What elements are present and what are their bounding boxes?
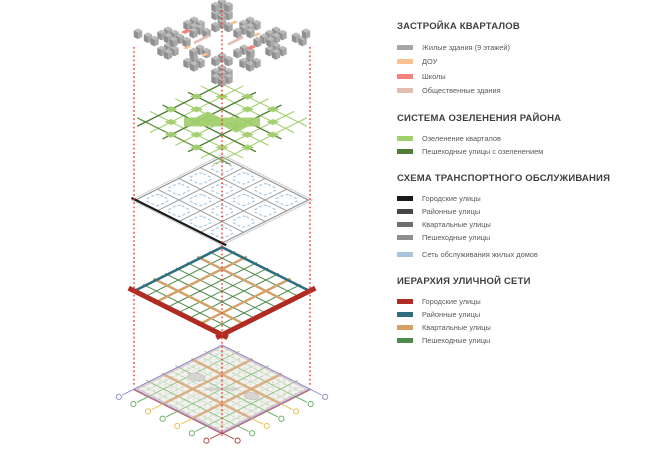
legend-item: Квартальные улицы — [397, 321, 649, 334]
layer-greening — [129, 75, 316, 168]
kindergarten-buildings — [183, 20, 261, 57]
legend-item-label: Пешеходные улицы — [422, 335, 491, 345]
legend-item-label: Пешеходные улицы — [422, 232, 491, 242]
legend-swatch — [397, 136, 413, 141]
legend-item: Озеленение кварталов — [397, 132, 649, 145]
legend-section-street-hierarchy: ИЕРАРХИЯ УЛИЧНОЙ СЕТИ Городские улицы Ра… — [397, 276, 649, 347]
legend-item: ДОУ — [397, 55, 649, 70]
quarter-street — [153, 257, 246, 304]
plan-axis-markers — [115, 393, 329, 444]
legend-item: Районные улицы — [397, 205, 649, 218]
plan-axis-lines — [122, 345, 321, 445]
legend-item-label: Общественные здания — [422, 86, 501, 96]
public-buildings — [193, 34, 244, 46]
legend-swatch — [397, 59, 413, 65]
exploded-axonometric-diagram — [115, 0, 329, 445]
quarter-street — [153, 279, 246, 326]
legend-swatch — [397, 299, 413, 304]
layer-street-hierarchy — [123, 242, 321, 341]
legend-item-label: Сеть обслуживания жилых домов — [422, 249, 538, 259]
legend-item-label: ДОУ — [422, 57, 438, 67]
legend-item-label: Городские улицы — [422, 193, 481, 203]
legend-item: Квартальные улицы — [397, 218, 649, 231]
legend-swatch — [397, 312, 413, 317]
legend-item-label: Квартальные улицы — [422, 322, 491, 332]
legend-item-label: Районные улицы — [422, 309, 481, 319]
legend-swatch — [397, 235, 413, 240]
quarter-street — [197, 257, 290, 304]
legend-swatch — [397, 209, 413, 214]
district-street-edge — [134, 247, 223, 292]
greening-patches — [164, 93, 280, 151]
legend-item: Школы — [397, 69, 649, 84]
quarter-street — [197, 279, 290, 326]
legend-item-label: Районные улицы — [422, 206, 481, 216]
legend-item-label: Школы — [422, 71, 446, 81]
legend-swatch — [397, 325, 413, 330]
legend-swatch — [397, 196, 413, 201]
legend-item: Пешеходные улицы — [397, 334, 649, 347]
legend-item-label: Жилые здания (9 этажей) — [422, 42, 510, 52]
legend-section-title: СХЕМА ТРАНСПОРТНОГО ОБСЛУЖИВАНИЯ — [397, 173, 611, 184]
legend-item-label: Городские улицы — [422, 296, 481, 306]
legend-swatch — [397, 73, 413, 79]
school-buildings — [181, 29, 256, 50]
connector-lines — [133, 10, 311, 438]
legend-swatch — [397, 222, 413, 227]
plan-public-area — [241, 391, 262, 401]
legend-item-label: Озеленение кварталов — [422, 133, 501, 143]
legend-item-label: Пешеходные улицы с озеленением — [422, 146, 544, 156]
legend-item: Пешеходные улицы — [397, 231, 649, 244]
legend-swatch — [397, 44, 413, 50]
layer-block-development — [133, 0, 311, 88]
legend-panel: ЗАСТРОЙКА КВАРТАЛОВ Жилые здания (9 этаж… — [397, 0, 649, 347]
legend-item: Жилые здания (9 этажей) — [397, 40, 649, 55]
legend-swatch — [397, 149, 413, 154]
legend-item: Пешеходные улицы с озеленением — [397, 145, 649, 158]
city-street-edge — [129, 288, 228, 337]
legend-section-title: СИСТЕМА ОЗЕЛЕНЕНИЯ РАЙОНА — [397, 113, 562, 124]
legend-section-title: ИЕРАРХИЯ УЛИЧНОЙ СЕТИ — [397, 276, 531, 287]
legend-swatch — [397, 88, 413, 94]
legend-item: Сеть обслуживания жилых домов — [397, 248, 649, 261]
legend-item: Районные улицы — [397, 308, 649, 321]
legend-item: Городские улицы — [397, 192, 649, 205]
legend-section-title: ЗАСТРОЙКА КВАРТАЛОВ — [397, 21, 520, 32]
legend-swatch — [397, 252, 413, 257]
legend-item: Общественные здания — [397, 84, 649, 99]
city-street-transport — [131, 198, 226, 245]
legend-item-label: Квартальные улицы — [422, 219, 491, 229]
legend-section-transport: СХЕМА ТРАНСПОРТНОГО ОБСЛУЖИВАНИЯ Городск… — [397, 173, 649, 261]
legend-section-greening: СИСТЕМА ОЗЕЛЕНЕНИЯ РАЙОНА Озеленение ква… — [397, 113, 649, 158]
legend-swatch — [397, 338, 413, 343]
district-street-edge — [221, 247, 310, 292]
legend-section-block-development: ЗАСТРОЙКА КВАРТАЛОВ Жилые здания (9 этаж… — [397, 21, 649, 98]
plan-public-area — [185, 371, 208, 382]
city-street-edge — [216, 288, 315, 337]
legend-item: Городские улицы — [397, 295, 649, 308]
